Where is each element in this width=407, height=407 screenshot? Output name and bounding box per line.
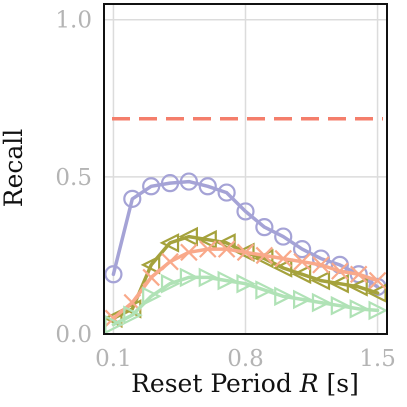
x-axis-label-suffix: [s] <box>319 369 359 398</box>
cross-marker <box>236 243 255 262</box>
circle-marker <box>217 183 236 202</box>
triangle-right-marker <box>349 299 370 319</box>
triangle-right-marker <box>160 273 181 294</box>
series-cross <box>104 240 387 328</box>
triangle-left-marker <box>197 229 217 250</box>
series-circle <box>104 172 387 296</box>
series-layer <box>102 172 389 335</box>
circle-marker <box>198 177 217 196</box>
plot-frame <box>103 3 388 335</box>
triangle-left-marker <box>329 273 349 294</box>
y-tick-label: 0.5 <box>55 165 92 191</box>
circle-marker <box>255 218 274 237</box>
triangle-left-marker <box>140 255 161 275</box>
cross-marker <box>331 262 349 280</box>
x-tick-label: 0.1 <box>95 346 132 372</box>
triangle-right-marker <box>236 273 256 294</box>
cross-marker <box>349 265 368 284</box>
triangle-left-marker <box>178 226 198 247</box>
triangle-left-marker <box>348 277 368 297</box>
cross-marker <box>274 249 293 268</box>
x-axis-label-prefix: Reset Period <box>131 369 300 398</box>
series-triangle-right <box>104 267 389 335</box>
x-axis-label: Reset Period R [s] <box>131 369 359 398</box>
cross-marker <box>312 256 330 274</box>
triangle-right-marker <box>179 267 200 288</box>
cross-marker <box>198 240 217 258</box>
triangle-left-marker <box>367 283 387 303</box>
triangle-right-marker <box>217 270 238 291</box>
triangle-left-marker <box>310 270 331 291</box>
y-tick-label: 1.0 <box>55 8 92 34</box>
circle-marker <box>142 177 161 196</box>
cross-marker <box>368 271 387 290</box>
triangle-left-marker <box>216 233 236 253</box>
y-tick-label: 0.0 <box>55 322 92 348</box>
circle-marker <box>104 265 123 284</box>
cross-marker <box>217 240 236 258</box>
cross-marker <box>180 243 198 262</box>
triangle-right-marker <box>198 267 219 288</box>
series-line <box>111 275 380 327</box>
x-tick-label: 1.5 <box>359 346 396 372</box>
triangle-left-marker <box>272 258 293 278</box>
x-tick-label: 0.8 <box>227 346 264 372</box>
circle-marker <box>236 202 255 221</box>
tick-labels: 0.1 0.8 1.5 0.0 0.5 1.0 <box>55 8 395 372</box>
cross-marker <box>161 252 179 271</box>
triangle-right-marker <box>123 305 143 325</box>
circle-marker <box>160 174 180 193</box>
triangle-right-marker <box>368 300 389 321</box>
triangle-right-marker <box>104 314 124 335</box>
triangle-right-marker <box>311 292 332 313</box>
circle-marker <box>293 240 312 259</box>
circle-marker <box>179 172 198 191</box>
triangle-right-marker <box>293 289 313 310</box>
triangle-left-marker <box>102 308 123 329</box>
triangle-right-marker <box>255 280 275 300</box>
circle-marker <box>274 227 293 246</box>
series-line <box>111 179 380 289</box>
triangle-right-marker <box>142 286 162 307</box>
cross-marker <box>142 268 160 287</box>
triangle-right-marker <box>274 286 294 307</box>
cross-marker <box>255 246 274 265</box>
cross-marker <box>293 252 311 271</box>
x-axis-label-variable: R <box>299 369 319 398</box>
triangle-left-marker <box>291 264 312 285</box>
circle-marker <box>123 189 142 208</box>
triangle-left-marker <box>159 233 180 253</box>
triangle-right-marker <box>330 295 351 316</box>
y-axis-label: Recall <box>0 129 28 208</box>
